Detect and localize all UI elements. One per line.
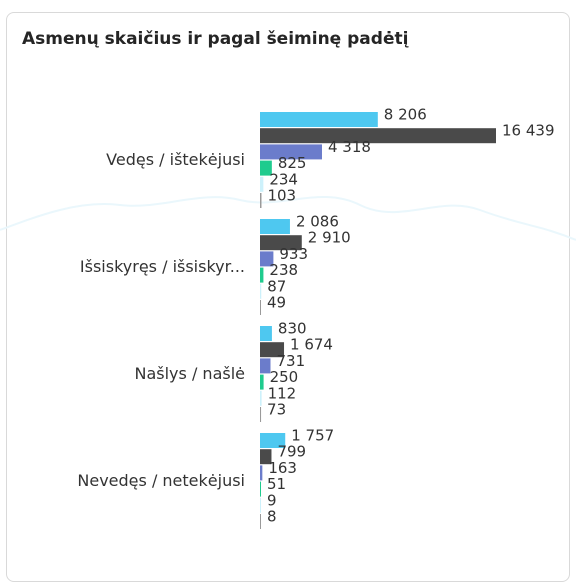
value-label: 234 <box>269 170 298 188</box>
category-label: Nevedęs / netekėjusi <box>77 471 245 490</box>
bar <box>260 481 261 497</box>
bar <box>260 112 378 127</box>
bar <box>260 374 264 390</box>
value-label: 799 <box>277 443 306 461</box>
bar <box>260 193 262 208</box>
bar <box>260 128 496 144</box>
value-label: 1 674 <box>290 336 333 354</box>
bar <box>260 342 285 358</box>
bar <box>260 358 271 374</box>
bar <box>260 300 261 315</box>
bar <box>260 283 262 299</box>
bar <box>260 160 272 176</box>
bar <box>260 433 286 448</box>
category-label: Vedęs / ištekėjusi <box>106 150 245 169</box>
bar <box>260 176 264 192</box>
value-label: 87 <box>267 277 286 295</box>
value-label: 2 086 <box>296 213 339 231</box>
value-label: 250 <box>270 368 299 386</box>
bar <box>260 514 261 529</box>
value-label: 103 <box>267 187 296 205</box>
bar <box>260 235 302 251</box>
bar <box>260 219 290 234</box>
value-label: 731 <box>276 352 305 370</box>
bar <box>260 251 274 267</box>
bar <box>260 497 261 513</box>
value-label: 112 <box>268 384 297 402</box>
value-label: 8 206 <box>384 106 427 124</box>
bar <box>260 449 272 465</box>
bar <box>260 144 322 160</box>
value-label: 163 <box>268 459 297 477</box>
value-label: 51 <box>267 475 286 493</box>
bar <box>260 407 262 422</box>
value-label: 16 439 <box>502 122 555 140</box>
value-label: 238 <box>269 261 298 279</box>
value-label: 933 <box>279 245 308 263</box>
bar <box>260 326 272 341</box>
chart-title: Asmenų skaičius ir pagal šeiminę padėtį <box>22 29 409 49</box>
value-label: 73 <box>267 401 286 419</box>
value-label: 2 910 <box>308 229 351 247</box>
value-label: 1 757 <box>291 427 334 445</box>
bar <box>260 465 263 481</box>
value-label: 825 <box>278 154 307 172</box>
category-label: Našlys / našlė <box>135 364 246 383</box>
bar <box>260 390 262 406</box>
map-outline <box>0 196 576 241</box>
value-label: 4 318 <box>328 138 371 156</box>
bar <box>260 267 264 283</box>
value-label: 9 <box>267 491 277 509</box>
card <box>6 12 570 582</box>
category-label: Išsiskyręs / išsiskyr... <box>80 257 245 276</box>
value-label: 8 <box>267 508 277 526</box>
value-label: 49 <box>267 294 286 312</box>
value-label: 830 <box>278 320 307 338</box>
